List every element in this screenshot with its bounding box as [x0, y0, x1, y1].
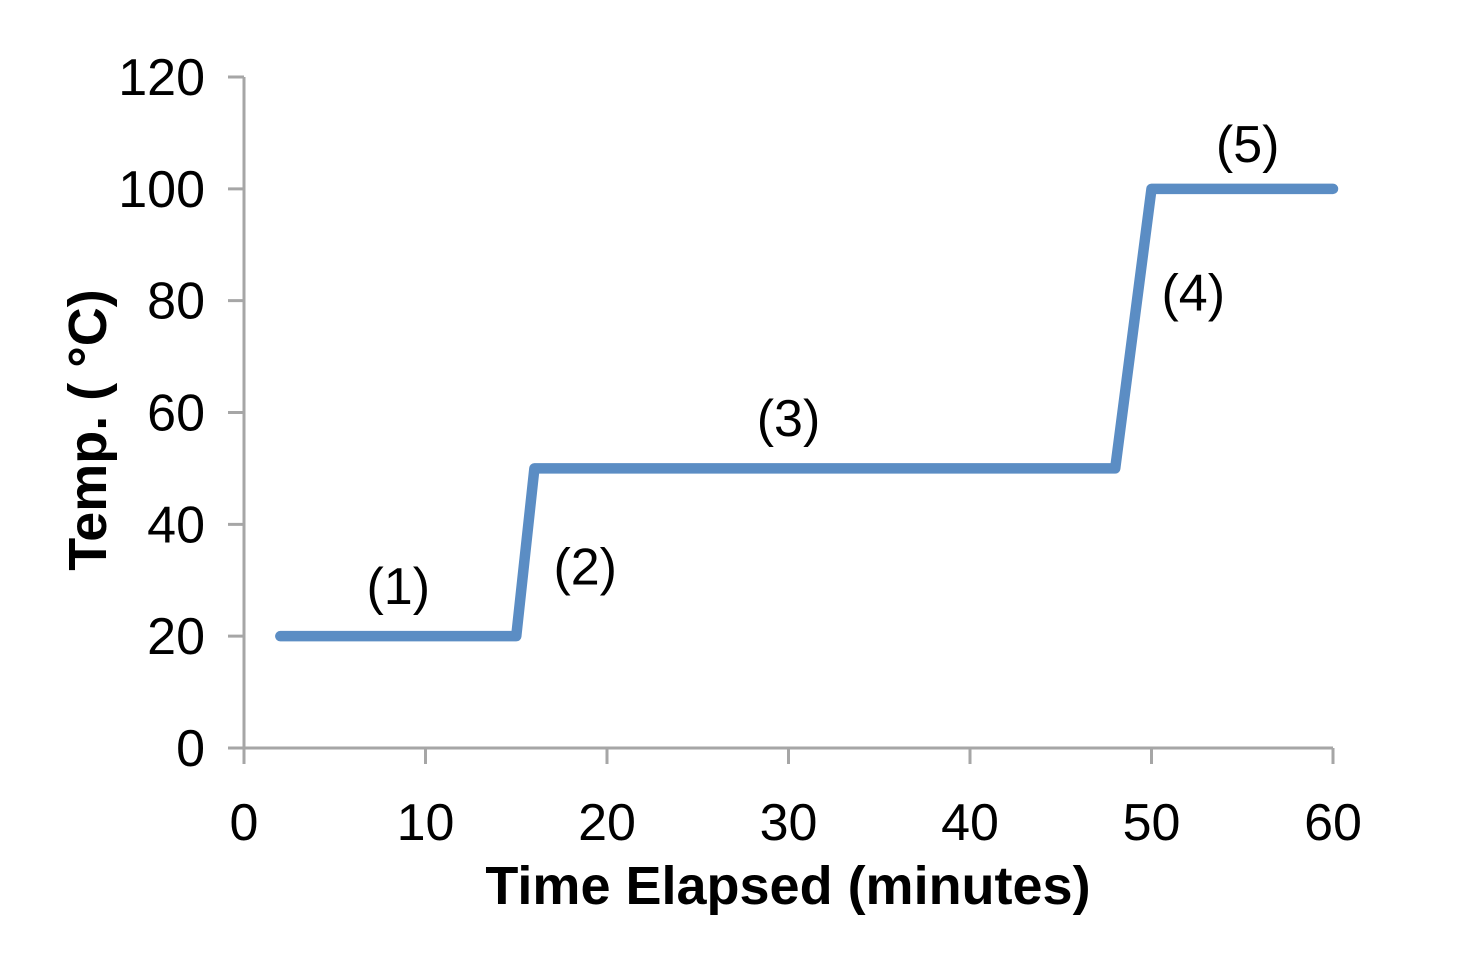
y-tick-label-120: 120 — [118, 49, 205, 107]
annotation-segment-5: (5) — [1216, 116, 1280, 174]
y-tick-label-40: 40 — [147, 496, 205, 554]
y-tick-label-0: 0 — [176, 720, 205, 778]
axis-frame-and-ticks — [228, 75, 1335, 764]
y-tick-label-60: 60 — [147, 385, 205, 443]
y-tick-label-20: 20 — [147, 608, 205, 666]
annotation-segment-1: (1) — [366, 558, 430, 616]
y-tick-label-80: 80 — [147, 273, 205, 331]
x-tick-label-50: 50 — [1123, 794, 1181, 852]
x-tick-label-20: 20 — [578, 794, 636, 852]
x-tick-label-40: 40 — [941, 794, 999, 852]
series-line-temperature — [275, 183, 1339, 642]
annotation-segment-3: (3) — [757, 390, 821, 448]
y-tick-label-100: 100 — [118, 161, 205, 219]
annotation-segment-4: (4) — [1161, 264, 1225, 322]
y-axis-title: Temp. ( °C) — [58, 289, 118, 571]
x-tick-label-60: 60 — [1304, 794, 1362, 852]
x-tick-label-10: 10 — [397, 794, 455, 852]
x-tick-label-30: 30 — [760, 794, 818, 852]
annotation-segment-2: (2) — [553, 538, 617, 596]
x-tick-label-0: 0 — [230, 794, 259, 852]
x-axis-title: Time Elapsed (minutes) — [485, 856, 1091, 916]
